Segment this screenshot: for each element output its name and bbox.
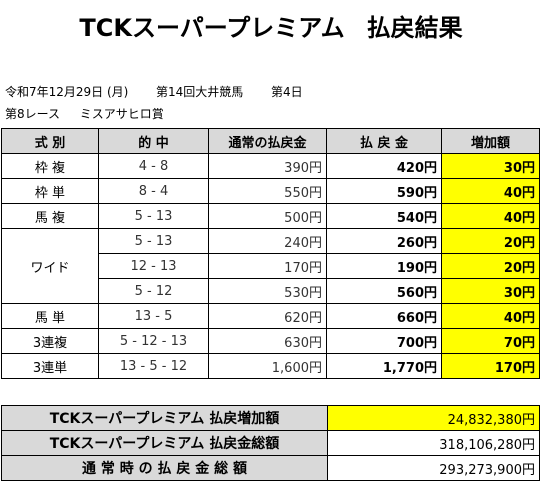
winning-combination: 13 - 5 <box>98 303 209 329</box>
winning-combination: 5 - 13 <box>98 228 209 254</box>
summary-total-value: 318,106,280円 <box>327 430 540 456</box>
summary-total-label: TCKスーパープレミアム 払戻金総額 <box>1 430 328 456</box>
race-name-line: 第8レース ミスアサヒロ賞 <box>5 105 164 122</box>
increase-amount: 170円 <box>441 353 540 379</box>
payout: 190円 <box>326 253 442 279</box>
increase-amount: 40円 <box>441 303 540 329</box>
race-meeting: 第14回大井競馬 <box>156 85 244 99</box>
normal-payout: 240円 <box>208 228 327 254</box>
increase-amount: 40円 <box>441 178 540 204</box>
payout: 420円 <box>326 153 442 179</box>
winning-combination: 4 - 8 <box>98 153 209 179</box>
payout: 590円 <box>326 178 442 204</box>
page-title-sub: 払戻結果 <box>366 14 463 42</box>
table-row: 馬 単 13 - 5 620円 660円 40円 <box>1 303 540 329</box>
payout: 560円 <box>326 278 442 304</box>
increase-amount: 20円 <box>441 253 540 279</box>
winning-combination: 5 - 12 <box>98 278 209 304</box>
summary-table: TCKスーパープレミアム 払戻増加額 24,832,380円 TCKスーパープレ… <box>1 405 540 481</box>
bet-type: ワイド <box>1 228 99 304</box>
summary-increase-label: TCKスーパープレミアム 払戻増加額 <box>1 405 328 431</box>
summary-normal-label: 通 常 時 の 払 戻 金 総 額 <box>1 455 328 481</box>
payout: 660円 <box>326 303 442 329</box>
payout: 260円 <box>326 228 442 254</box>
normal-payout: 390円 <box>208 153 327 179</box>
payout-table: 式 別 的 中 通常の払戻金 払 戻 金 増加額 枠 複 4 - 8 390円 … <box>1 128 540 379</box>
winning-combination: 5 - 13 <box>98 203 209 229</box>
race-day: 第4日 <box>270 85 303 99</box>
race-name: ミスアサヒロ賞 <box>79 107 164 121</box>
summary-row-normal: 通 常 時 の 払 戻 金 総 額 293,273,900円 <box>1 455 540 481</box>
header-payout: 払 戻 金 <box>326 128 442 154</box>
increase-amount: 20円 <box>441 228 540 254</box>
header-type: 式 別 <box>1 128 99 154</box>
payout-table-header-row: 式 別 的 中 通常の払戻金 払 戻 金 増加額 <box>1 128 540 154</box>
table-row: 枠 単 8 - 4 550円 590円 40円 <box>1 178 540 204</box>
page-title-main: TCKスーパープレミアム <box>79 14 345 42</box>
table-row: ワイド 5 - 13 240円 260円 20円 <box>1 228 540 304</box>
normal-payout: 630円 <box>208 328 327 354</box>
payout: 540円 <box>326 203 442 229</box>
bet-type: 3連複 <box>1 328 99 354</box>
normal-payout: 1,600円 <box>208 353 327 379</box>
summary-increase-value: 24,832,380円 <box>327 405 540 431</box>
summary-normal-value: 293,273,900円 <box>327 455 540 481</box>
normal-payout: 620円 <box>208 303 327 329</box>
race-info-line: 令和7年12月29日 (月) 第14回大井競馬 第4日 <box>5 83 303 100</box>
table-row: 12 - 13 170円 190円 20円 <box>2 253 540 279</box>
bet-type: 馬 単 <box>1 303 99 329</box>
winning-combination: 8 - 4 <box>98 178 209 204</box>
summary-row-increase: TCKスーパープレミアム 払戻増加額 24,832,380円 <box>1 405 540 431</box>
table-row: 3連単 13 - 5 - 12 1,600円 1,770円 170円 <box>1 353 540 379</box>
race-date: 令和7年12月29日 (月) <box>5 85 129 99</box>
table-row: 枠 複 4 - 8 390円 420円 30円 <box>1 153 540 179</box>
table-row: 5 - 12 530円 560円 30円 <box>2 278 540 304</box>
table-row: 3連複 5 - 12 - 13 630円 700円 70円 <box>1 328 540 354</box>
table-row: 馬 複 5 - 13 500円 540円 40円 <box>1 203 540 229</box>
normal-payout: 170円 <box>208 253 327 279</box>
bet-type: 3連単 <box>1 353 99 379</box>
winning-combination: 13 - 5 - 12 <box>98 353 209 379</box>
normal-payout: 550円 <box>208 178 327 204</box>
winning-combination: 5 - 12 - 13 <box>98 328 209 354</box>
bet-type: 枠 単 <box>1 178 99 204</box>
summary-row-total: TCKスーパープレミアム 払戻金総額 318,106,280円 <box>1 430 540 456</box>
increase-amount: 30円 <box>441 153 540 179</box>
payout: 1,770円 <box>326 353 442 379</box>
winning-combination: 12 - 13 <box>98 253 209 279</box>
normal-payout: 500円 <box>208 203 327 229</box>
increase-amount: 40円 <box>441 203 540 229</box>
bet-type: 馬 複 <box>1 203 99 229</box>
header-normal: 通常の払戻金 <box>208 128 327 154</box>
increase-amount: 70円 <box>441 328 540 354</box>
page-title: TCKスーパープレミアム 払戻結果 <box>0 8 542 43</box>
normal-payout: 530円 <box>208 278 327 304</box>
increase-amount: 30円 <box>441 278 540 304</box>
header-combination: 的 中 <box>98 128 209 154</box>
race-number: 第8レース <box>5 107 61 121</box>
payout: 700円 <box>326 328 442 354</box>
header-increase: 増加額 <box>441 128 540 154</box>
bet-type: 枠 複 <box>1 153 99 179</box>
